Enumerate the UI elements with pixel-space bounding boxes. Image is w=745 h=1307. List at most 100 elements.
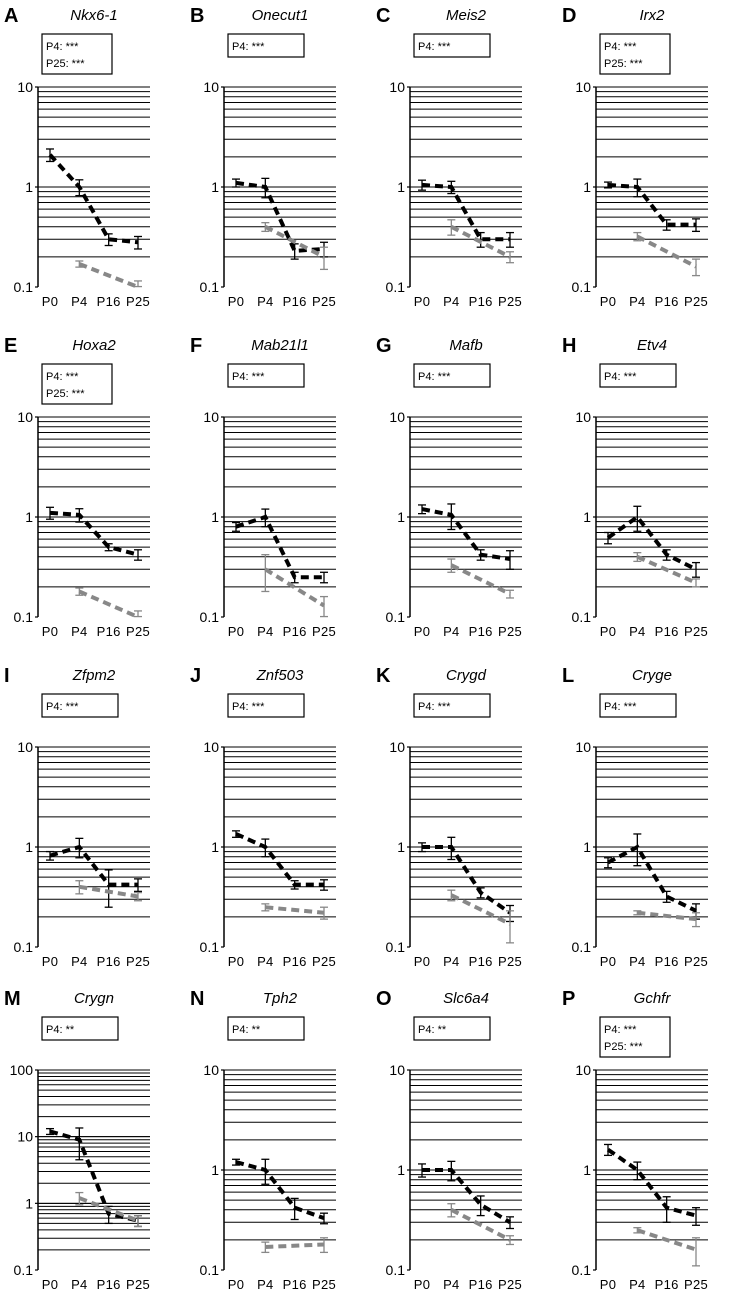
panel-letter: E <box>4 335 17 357</box>
y-tick-label: 1 <box>25 1195 33 1211</box>
series-grey <box>261 222 328 271</box>
x-tick-label: P0 <box>600 624 617 639</box>
y-tick-label: 0.1 <box>14 1262 34 1278</box>
stat-box <box>227 33 305 58</box>
y-tick-label: 1 <box>583 509 591 525</box>
panel-i: I Zfpm2 P4: *** 10 1 0.1 P0 P4 P16 P25 <box>4 665 150 969</box>
x-tick-label: P4 <box>443 624 460 639</box>
stat-label: P4: *** <box>604 371 637 383</box>
series-line <box>450 1208 511 1242</box>
y-tick-label: 10 <box>17 739 33 755</box>
x-tick-label: P25 <box>684 624 708 639</box>
gene-title: Meis2 <box>446 7 487 24</box>
y-tick-label: 10 <box>389 79 405 95</box>
x-tick-label: P16 <box>469 954 493 969</box>
x-tick-label: P4 <box>71 624 88 639</box>
series-grey <box>75 587 142 619</box>
panel-p: P Gchfr P4: *** P25: *** 10 1 0.1 P0 P4 P16 P25 <box>562 988 708 1292</box>
x-tick-label: P25 <box>126 1277 150 1292</box>
series-line <box>235 514 324 580</box>
series-line <box>265 1242 325 1249</box>
series-line <box>78 262 139 289</box>
series-grey <box>633 231 700 277</box>
y-tick-label: 1 <box>211 179 219 195</box>
x-tick-label: P4 <box>443 1277 460 1292</box>
series-grey <box>75 880 142 902</box>
x-tick-label: P16 <box>469 1277 493 1292</box>
x-tick-label: P0 <box>414 294 431 309</box>
panel-letter: H <box>562 335 576 357</box>
gene-title: Mafb <box>449 337 482 354</box>
gene-title: Cryge <box>632 667 672 684</box>
stat-label: P4: *** <box>418 701 451 713</box>
panel-letter: J <box>190 665 201 687</box>
series-grey <box>261 903 328 920</box>
series-grey <box>261 554 328 618</box>
x-tick-label: P25 <box>312 954 336 969</box>
stat-box <box>413 1016 491 1041</box>
panel-letter: B <box>190 5 204 27</box>
stat-box <box>599 363 677 388</box>
panel-k: K Crygd P4: *** 10 1 0.1 P0 P4 P16 P25 <box>376 665 522 969</box>
stat-label: P4: *** <box>418 41 451 53</box>
x-tick-label: P0 <box>228 294 245 309</box>
y-tick-label: 0.1 <box>386 609 406 625</box>
gene-title: Mab21l1 <box>251 337 309 354</box>
y-tick-label: 10 <box>575 739 591 755</box>
x-tick-label: P16 <box>97 954 121 969</box>
stat-label: P4: ** <box>46 1024 75 1036</box>
gene-title: Onecut1 <box>252 7 309 24</box>
y-tick-label: 1 <box>397 179 405 195</box>
x-tick-label: P16 <box>283 624 307 639</box>
x-tick-label: P25 <box>684 954 708 969</box>
series-line <box>450 893 511 926</box>
stat-label: P4: *** <box>232 371 265 383</box>
stat-box <box>41 363 113 405</box>
x-tick-label: P25 <box>312 1277 336 1292</box>
x-tick-label: P25 <box>684 294 708 309</box>
panel-letter: A <box>4 5 18 27</box>
stat-label: P4: *** <box>232 701 265 713</box>
y-tick-label: 1 <box>397 1162 405 1178</box>
gene-title: Irx2 <box>639 7 665 24</box>
gene-title: Etv4 <box>637 337 667 354</box>
series-line <box>265 905 325 915</box>
panel-e: E Hoxa2 P4: *** P25: *** 10 1 0.1 P0 P4 P16 P25 <box>4 335 150 639</box>
x-tick-label: P4 <box>257 1277 274 1292</box>
series-line <box>78 1196 139 1223</box>
series-line <box>49 844 138 887</box>
x-tick-label: P0 <box>600 1277 617 1292</box>
y-tick-label: 0.1 <box>200 939 220 955</box>
y-tick-label: 10 <box>203 79 219 95</box>
stat-label: P4: *** <box>604 701 637 713</box>
stat-box <box>599 33 671 75</box>
x-tick-label: P16 <box>655 624 679 639</box>
x-tick-label: P16 <box>469 624 493 639</box>
panel-l: L Cryge P4: *** 10 1 0.1 P0 P4 P16 P25 <box>562 665 708 969</box>
gene-title: Tph2 <box>263 990 298 1007</box>
x-tick-label: P25 <box>684 1277 708 1292</box>
panel-letter: G <box>376 335 392 357</box>
stat-label: P4: *** <box>232 41 265 53</box>
stat-label: P4: *** <box>46 701 79 713</box>
y-tick-label: 1 <box>397 509 405 525</box>
series-black <box>232 508 328 584</box>
series-line <box>48 153 139 245</box>
x-tick-label: P4 <box>257 624 274 639</box>
y-tick-label: 10 <box>389 409 405 425</box>
x-tick-label: P4 <box>71 1277 88 1292</box>
y-tick-label: 10 <box>203 1062 219 1078</box>
panel-d: D Irx2 P4: *** P25: *** 10 1 0.1 P0 P4 P16 P25 <box>562 5 708 309</box>
y-tick-label: 1 <box>583 839 591 855</box>
series-line <box>422 845 512 915</box>
series-grey <box>633 552 700 588</box>
x-tick-label: P4 <box>443 954 460 969</box>
x-tick-label: P25 <box>126 624 150 639</box>
x-tick-label: P4 <box>629 624 646 639</box>
stat-box <box>41 33 113 75</box>
stat-box <box>41 1016 119 1041</box>
series-line <box>235 1160 325 1221</box>
x-tick-label: P4 <box>71 954 88 969</box>
panel-letter: K <box>376 665 391 687</box>
